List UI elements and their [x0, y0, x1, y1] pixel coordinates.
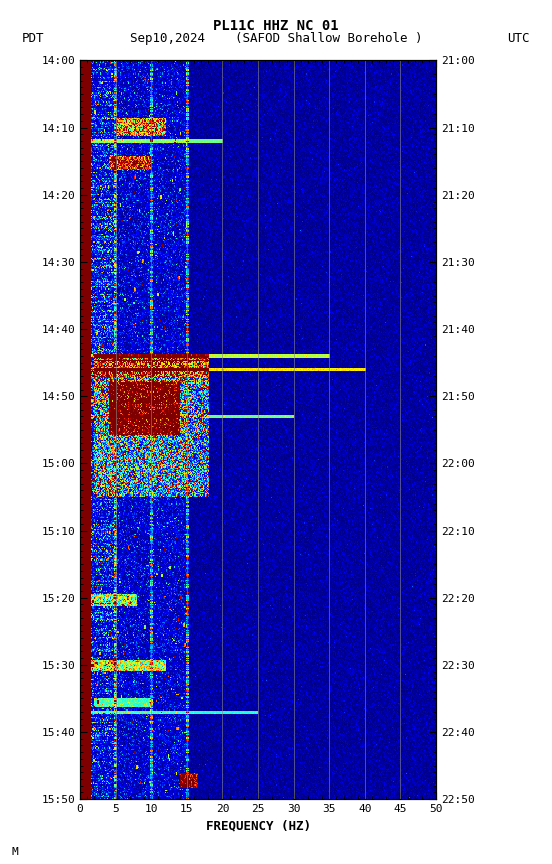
Text: PL11C HHZ NC 01: PL11C HHZ NC 01 [213, 19, 339, 33]
Text: M: M [11, 847, 18, 857]
X-axis label: FREQUENCY (HZ): FREQUENCY (HZ) [205, 820, 311, 833]
Text: PDT: PDT [22, 32, 45, 45]
Text: Sep10,2024    (SAFOD Shallow Borehole ): Sep10,2024 (SAFOD Shallow Borehole ) [130, 32, 422, 45]
Text: UTC: UTC [507, 32, 530, 45]
